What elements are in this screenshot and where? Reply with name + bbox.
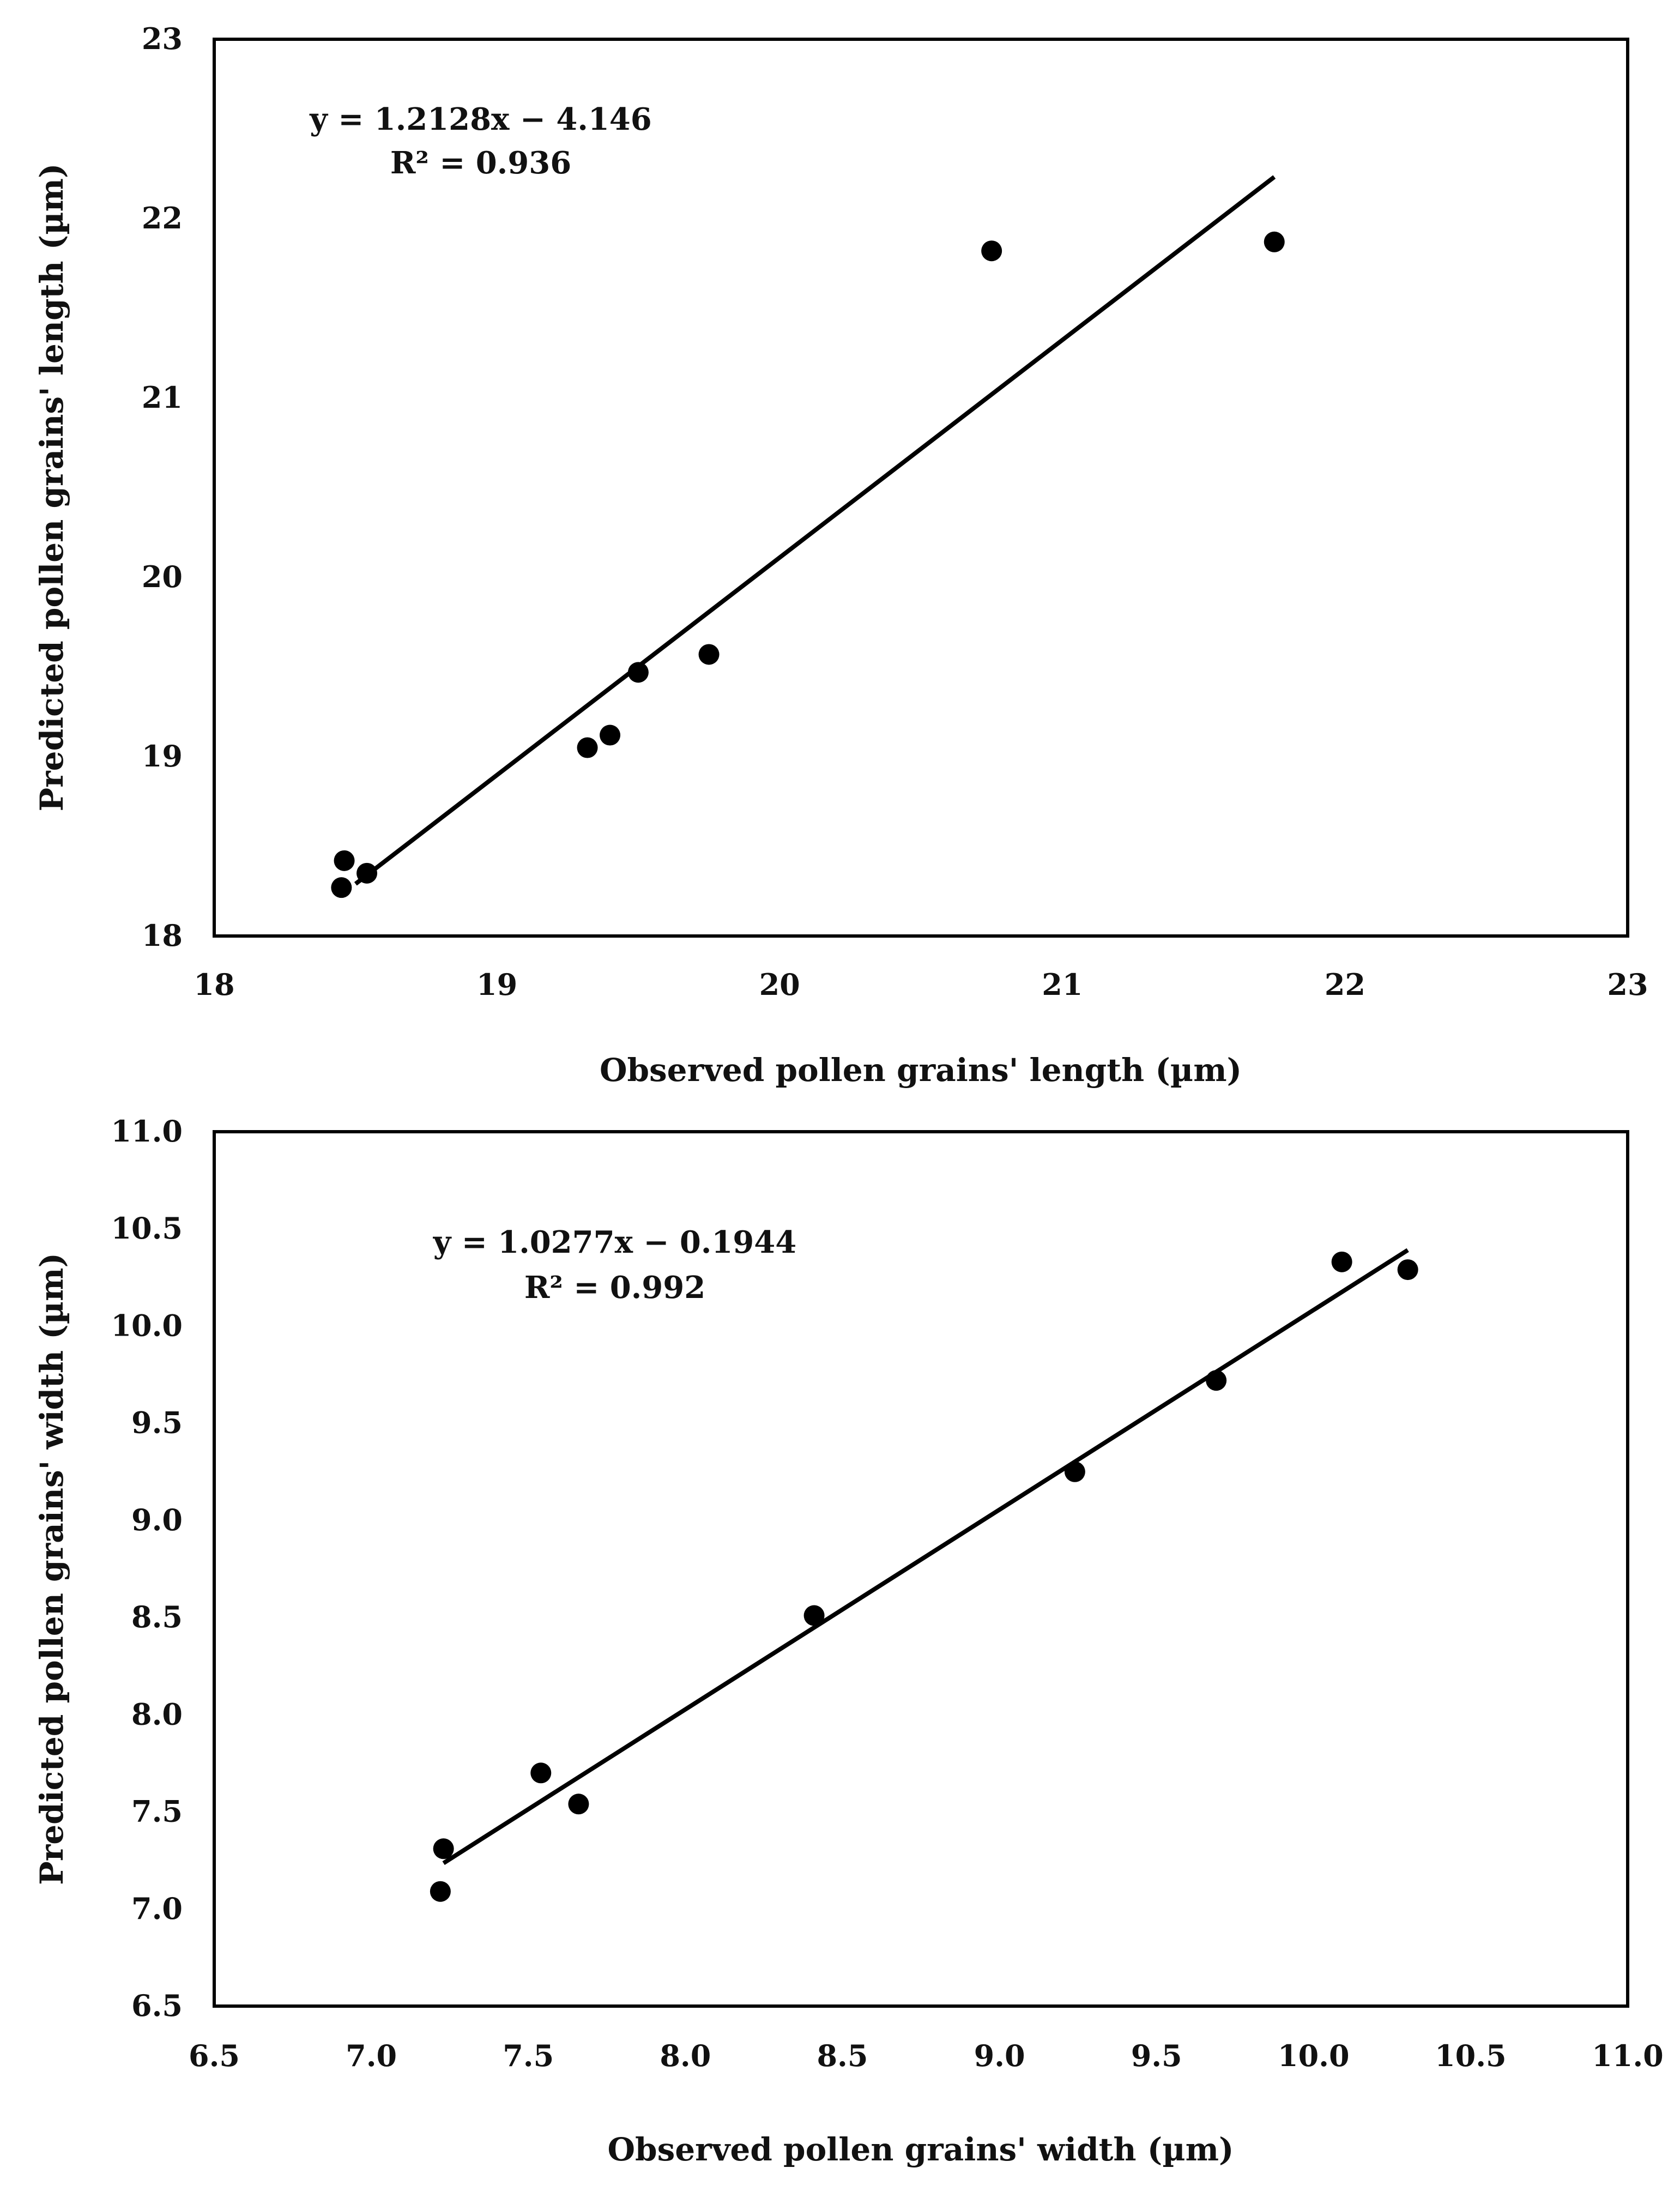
width-y-tick-label: 8.5 [131, 1599, 183, 1634]
width-data-marks [430, 1248, 1418, 1902]
length-data-point [981, 240, 1002, 262]
width-y-tick-label: 10.0 [111, 1308, 183, 1343]
width-y-axis-title: Predicted pollen grains' width (µm) [33, 1253, 70, 1885]
length-y-axis-title: Predicted pollen grains' length (µm) [33, 164, 70, 812]
length-x-tick-label: 21 [1042, 967, 1083, 1002]
length-y-tick-label: 22 [142, 201, 183, 236]
width-x-tick-label: 6.5 [189, 2038, 240, 2073]
width-data-point [530, 1762, 552, 1784]
width-y-tick-labels: 6.5 7.0 7.5 8.0 8.5 9.0 9.5 10.0 10.5 11.0 [111, 1114, 183, 2023]
length-trendline [354, 175, 1276, 886]
length-x-tick-label: 19 [476, 967, 517, 1002]
width-data-point [430, 1881, 451, 1902]
width-y-tick-label: 11.0 [111, 1114, 183, 1149]
length-y-tick-label: 21 [142, 380, 183, 415]
width-data-point [433, 1838, 454, 1859]
width-x-tick-label: 8.0 [660, 2038, 711, 2073]
length-data-point [331, 877, 352, 898]
width-data-point [568, 1794, 589, 1815]
width-x-tick-label: 8.5 [817, 2038, 868, 2073]
length-data-point [627, 662, 649, 683]
width-plot-area [213, 1130, 1629, 2008]
width-x-tick-label: 11.0 [1592, 2038, 1664, 2073]
width-x-tick-label: 7.0 [346, 2038, 397, 2073]
width-y-tick-label: 7.0 [131, 1891, 183, 1926]
width-x-tick-label: 9.5 [1131, 2038, 1182, 2073]
length-chart: 18 19 20 21 22 23 18 19 20 21 22 23 y = 1.2128x − … [33, 21, 1648, 1089]
width-x-tick-label: 7.5 [503, 2038, 554, 2073]
width-x-tick-labels: 6.5 7.0 7.5 8.0 8.5 9.0 9.5 10.0 10.5 11.0 [189, 2038, 1664, 2073]
length-x-tick-label: 20 [759, 967, 800, 1002]
width-r-squared: R² = 0.992 [524, 1270, 705, 1306]
width-y-tick-label: 9.5 [131, 1405, 183, 1440]
width-chart: 6.5 7.0 7.5 8.0 8.5 9.0 9.5 10.0 10.5 11.0 6.5 7.0… [33, 1114, 1664, 2168]
length-y-tick-labels: 18 19 20 21 22 23 [142, 21, 183, 953]
length-y-tick-label: 20 [142, 559, 183, 594]
length-data-point [600, 724, 621, 746]
width-data-point [1397, 1259, 1418, 1281]
width-x-tick-label: 9.0 [974, 2038, 1025, 2073]
length-data-point [698, 644, 720, 665]
length-data-point [577, 737, 598, 758]
width-data-point [803, 1605, 825, 1626]
width-x-axis-title: Observed pollen grains' width (µm) [608, 2131, 1234, 2168]
length-r-squared: R² = 0.936 [390, 145, 571, 181]
width-trendline [442, 1248, 1409, 1865]
length-x-tick-label: 22 [1325, 967, 1365, 1002]
length-plot-area [213, 38, 1629, 938]
length-x-axis-title: Observed pollen grains' length (µm) [600, 1052, 1242, 1089]
length-x-tick-labels: 18 19 20 21 22 23 [194, 967, 1648, 1002]
length-data-marks [331, 175, 1285, 898]
width-data-point [1064, 1461, 1085, 1482]
length-data-point [334, 850, 355, 871]
length-data-point [1264, 231, 1285, 252]
length-x-tick-label: 18 [194, 967, 234, 1002]
width-y-tick-label: 8.0 [131, 1696, 183, 1731]
length-y-tick-label: 19 [142, 739, 183, 774]
length-y-tick-label: 23 [142, 21, 183, 56]
width-y-tick-label: 10.5 [111, 1211, 183, 1246]
width-y-tick-label: 7.5 [131, 1794, 183, 1829]
width-equation: y = 1.0277x − 0.1944 [433, 1224, 796, 1260]
width-x-tick-label: 10.5 [1435, 2038, 1507, 2073]
length-x-tick-label: 23 [1607, 967, 1648, 1002]
length-data-point [356, 862, 378, 884]
width-data-point [1206, 1370, 1227, 1391]
width-x-tick-label: 10.0 [1278, 2038, 1350, 2073]
length-y-tick-label: 18 [142, 918, 183, 953]
length-equation: y = 1.2128x − 4.146 [309, 101, 651, 137]
width-y-tick-label: 9.0 [131, 1502, 183, 1537]
width-y-tick-label: 6.5 [131, 1988, 183, 2023]
width-data-point [1331, 1251, 1352, 1272]
